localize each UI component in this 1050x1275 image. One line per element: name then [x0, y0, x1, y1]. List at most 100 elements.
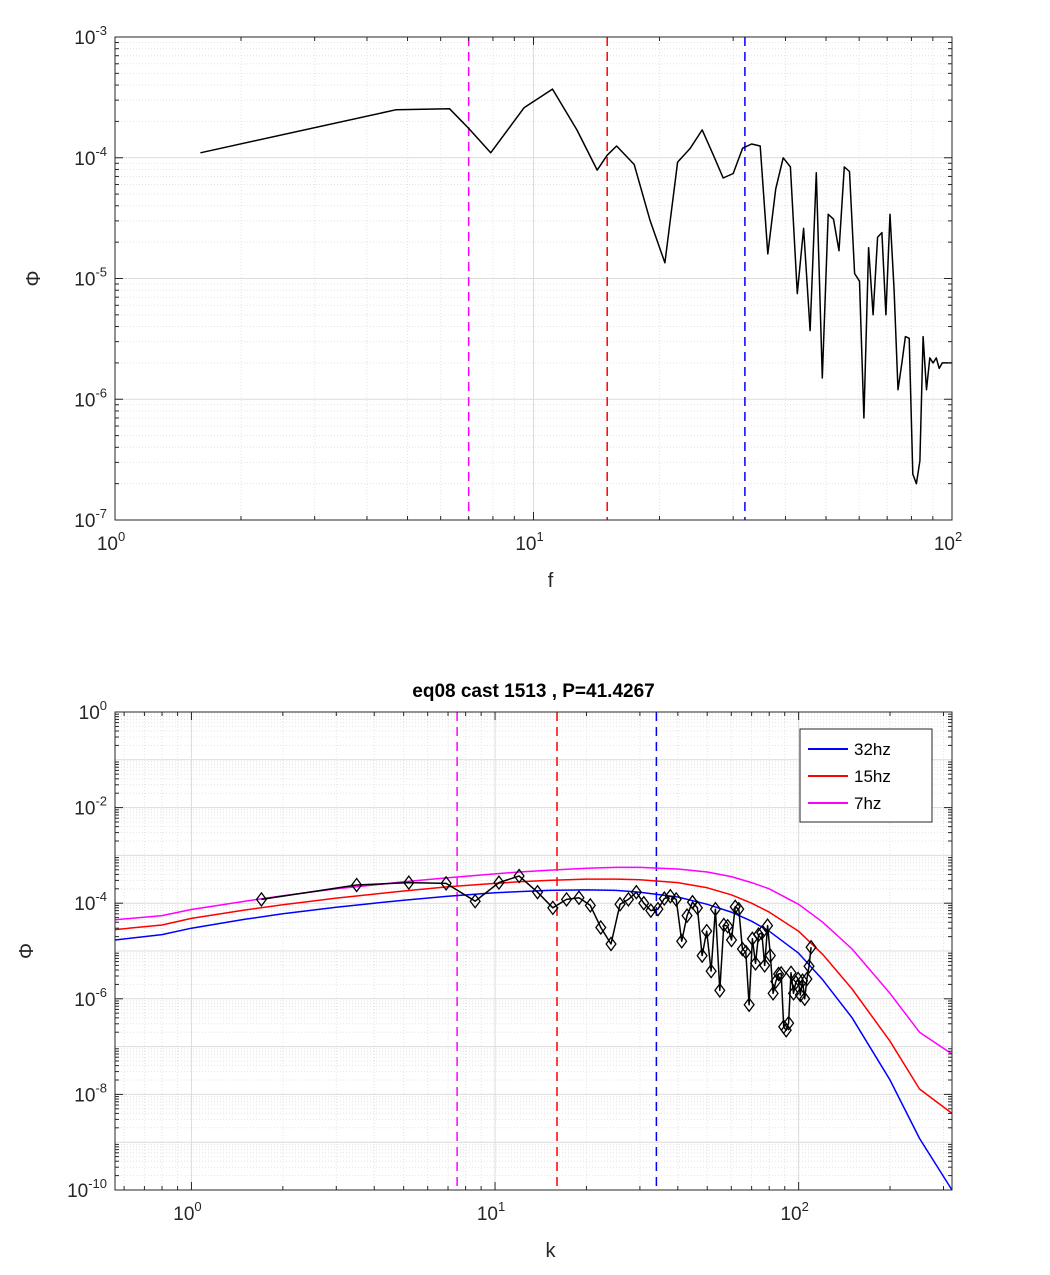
top-cutoff-lines — [467, 37, 746, 520]
y-tick-exponent: -3 — [95, 23, 107, 38]
data-point-marker — [749, 955, 762, 971]
data-point-marker — [718, 917, 730, 933]
y-tick-exponent: 0 — [100, 698, 107, 713]
data-point-marker — [676, 933, 688, 949]
y-tick-label: 10-6 — [74, 985, 107, 1011]
y-tick-exponent: -4 — [95, 889, 107, 904]
x-tick-base: 10 — [97, 534, 118, 555]
x-tick-base: 10 — [934, 534, 955, 555]
y-tick-exponent: -10 — [88, 1176, 107, 1191]
bottom-axes-frame — [114, 711, 953, 1191]
data-point-marker — [803, 958, 815, 974]
y-tick-base: 10 — [74, 894, 95, 915]
top-y-ticks: 10-710-610-510-410-3 — [74, 23, 952, 532]
y-tick-base: 10 — [74, 149, 95, 170]
data-point-marker — [799, 991, 811, 1007]
data-point-marker — [547, 900, 559, 916]
series-line-7hz — [114, 866, 953, 1055]
y-tick-base: 10 — [74, 390, 95, 411]
y-tick-exponent: -6 — [95, 385, 107, 400]
y-tick-exponent: -7 — [95, 506, 107, 521]
x-tick-exponent: 1 — [536, 529, 543, 544]
top-series — [200, 88, 953, 485]
data-point-marker — [801, 971, 813, 987]
data-point-marker — [714, 982, 726, 998]
data-point-marker — [255, 891, 268, 907]
data-point-marker — [764, 948, 777, 964]
x-tick-base: 10 — [780, 1204, 801, 1225]
y-tick-base: 10 — [79, 703, 100, 724]
series-line-15hz — [114, 878, 953, 1114]
data-point-marker — [759, 957, 771, 973]
y-tick-label: 10-4 — [74, 144, 107, 170]
spectrum-k-chart: eq08 cast 1513 , P=41.4267 100 101 102 10-… — [16, 681, 953, 1262]
y-tick-base: 10 — [74, 270, 95, 291]
x-tick-base: 10 — [173, 1204, 194, 1225]
data-point-marker — [701, 923, 713, 939]
data-point-marker — [403, 874, 415, 891]
data-point-marker — [709, 901, 722, 917]
legend: 32hz 15hz 7hz — [799, 728, 933, 823]
x-tick-exponent: 2 — [802, 1199, 809, 1214]
legend-label: 32hz — [854, 740, 891, 759]
data-point-marker — [595, 919, 607, 936]
data-point-marker — [638, 895, 650, 911]
bottom-cutoff-lines — [456, 712, 658, 1190]
data-point-marker — [573, 890, 585, 906]
data-point-marker — [440, 875, 452, 891]
y-tick-base: 10 — [74, 799, 95, 820]
data-point-marker — [560, 891, 573, 907]
data-point-marker — [740, 944, 752, 960]
data-point-marker — [790, 974, 802, 991]
top-x-ticks: 100 101 102 — [97, 37, 962, 555]
y-tick-base: 10 — [74, 511, 95, 532]
data-point-marker — [752, 927, 765, 943]
y-tick-exponent: -4 — [95, 144, 107, 159]
data-point-marker — [691, 900, 704, 916]
series-line-32hz — [114, 889, 953, 1191]
spectrum-f-chart: 100 101 102 10-710-610-510-410-3 f Φ — [23, 23, 962, 592]
y-tick-exponent: -8 — [95, 1080, 107, 1095]
x-tick-base: 10 — [515, 534, 536, 555]
data-point-marker — [630, 884, 643, 900]
x-tick-label: 101 — [477, 1199, 505, 1225]
y-tick-exponent: -5 — [95, 265, 107, 280]
series-line-data — [200, 88, 953, 485]
legend-label: 15hz — [854, 767, 891, 786]
data-point-marker — [584, 897, 597, 913]
data-point-marker — [729, 899, 741, 915]
data-point-marker — [722, 918, 734, 934]
data-point-marker — [767, 985, 779, 1001]
y-tick-label: 10-5 — [74, 265, 107, 291]
y-tick-label: 10-8 — [74, 1080, 107, 1106]
data-point-marker — [652, 901, 664, 917]
y-tick-label: 10-2 — [74, 794, 107, 820]
data-point-marker — [792, 971, 804, 987]
bottom-x-axis-label: k — [546, 1240, 557, 1262]
data-point-marker — [705, 963, 717, 979]
x-tick-label: 102 — [934, 529, 962, 555]
x-tick-base: 10 — [477, 1204, 498, 1225]
y-tick-exponent: -2 — [95, 794, 107, 809]
y-tick-label: 10-7 — [74, 506, 107, 532]
x-tick-exponent: 1 — [498, 1199, 505, 1214]
y-tick-label: 10-6 — [74, 385, 107, 411]
x-tick-label: 102 — [780, 1199, 808, 1225]
data-point-marker — [756, 925, 768, 941]
data-point-marker — [743, 997, 755, 1013]
y-tick-base: 10 — [74, 1085, 95, 1106]
data-point-marker — [493, 874, 505, 891]
y-tick-label: 10-4 — [74, 889, 107, 915]
top-y-axis-label: Φ — [23, 271, 45, 287]
data-point-marker — [622, 891, 635, 907]
data-point-marker — [614, 896, 626, 912]
top-x-axis-label: f — [548, 570, 554, 592]
y-tick-base: 10 — [67, 1181, 88, 1202]
data-point-marker — [787, 985, 800, 1001]
data-point-marker — [469, 893, 481, 909]
data-point-marker — [531, 884, 544, 900]
x-tick-exponent: 0 — [118, 529, 125, 544]
bottom-chart-title: eq08 cast 1513 , P=41.4267 — [412, 681, 654, 702]
data-point-marker — [681, 908, 693, 924]
